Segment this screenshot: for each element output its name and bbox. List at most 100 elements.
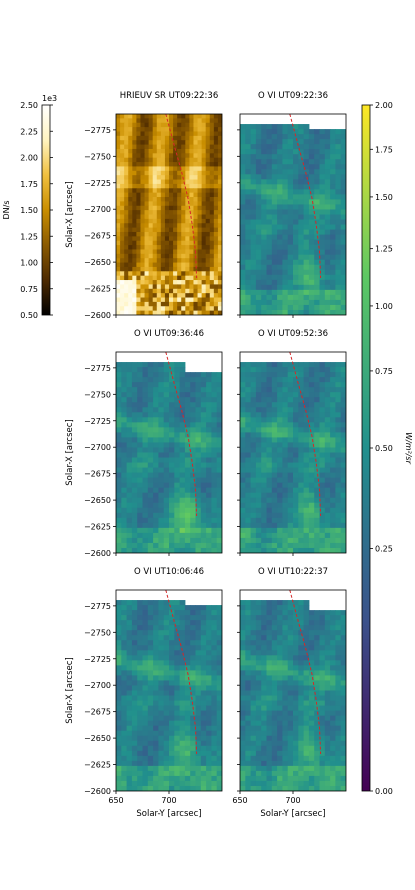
heatmap-cell — [340, 522, 346, 529]
heatmap-cell — [324, 512, 331, 519]
heatmap-cell — [128, 293, 133, 299]
heatmap-cell — [197, 179, 203, 185]
heatmap-cell — [179, 770, 186, 777]
heatmap-cell — [116, 715, 122, 722]
heatmap-cell — [116, 512, 122, 519]
heatmap-cell — [287, 377, 294, 383]
heatmap-cell — [206, 437, 212, 443]
heatmap-cell — [169, 227, 174, 233]
heatmap-cell — [335, 362, 342, 368]
heatmap-cell — [181, 153, 186, 159]
heatmap-cell — [308, 442, 315, 448]
heatmap-cell — [121, 650, 128, 656]
heatmap-cell — [142, 537, 149, 544]
heatmap-cell — [314, 194, 320, 200]
heatmap-cell — [126, 630, 133, 636]
heatmap-cell — [298, 670, 305, 676]
heatmap-cell — [121, 437, 128, 443]
heatmap-cell — [255, 417, 262, 423]
heatmap-cell — [136, 210, 141, 215]
heatmap-cell — [293, 695, 299, 702]
heatmap-cell — [287, 367, 294, 373]
heatmap-cell — [131, 665, 138, 671]
heatmap-cell — [255, 294, 262, 301]
heatmap-cell — [184, 542, 191, 549]
heatmap-cell — [158, 780, 165, 787]
heatmap-cell — [314, 412, 320, 418]
heatmap-cell — [266, 392, 273, 398]
heatmap-cell — [240, 645, 246, 651]
heatmap-cell — [140, 170, 146, 176]
heatmap-cell — [213, 140, 219, 146]
heatmap-cell — [131, 467, 138, 474]
heatmap-cell — [206, 610, 212, 616]
heatmap-cell — [250, 382, 257, 388]
heatmap-cell — [255, 274, 262, 281]
heatmap-cell — [200, 735, 207, 742]
heatmap-cell — [153, 407, 159, 413]
heatmap-cell — [169, 179, 174, 185]
heatmap-cell — [121, 422, 128, 428]
heatmap-cell — [282, 615, 289, 621]
heatmap-cell — [153, 362, 159, 368]
heatmap-cell — [255, 600, 262, 606]
heatmap-cell — [340, 199, 346, 205]
heatmap-cell — [197, 223, 203, 229]
heatmap-cell — [216, 437, 222, 443]
heatmap-cell — [211, 695, 218, 702]
heatmap-cell — [240, 144, 246, 150]
heatmap-cell — [132, 280, 137, 285]
heatmap-cell — [128, 166, 133, 172]
heatmap-cell — [205, 135, 211, 141]
heatmap-cell — [147, 382, 154, 388]
heatmap-cell — [255, 487, 262, 494]
heatmap-cell — [266, 442, 273, 448]
heatmap-cell — [174, 750, 181, 757]
heatmap-cell — [179, 427, 186, 433]
heatmap-cell — [147, 665, 154, 671]
heatmap-cell — [240, 244, 246, 251]
heatmap-cell — [120, 262, 125, 268]
heatmap-cell — [163, 660, 170, 666]
heatmap-cell — [142, 645, 149, 651]
heatmap-cell — [335, 437, 342, 443]
heatmap-cell — [255, 189, 262, 195]
heatmap-cell — [261, 304, 267, 311]
heatmap-cell — [245, 264, 252, 271]
heatmap-cell — [158, 720, 165, 727]
heatmap-cell — [255, 377, 262, 383]
heatmap-cell — [179, 542, 186, 549]
heatmap-cell — [200, 765, 207, 772]
heatmap-cell — [271, 605, 278, 611]
heatmap-cell — [116, 240, 121, 246]
heatmap-cell — [120, 240, 125, 246]
heatmap-cell — [189, 245, 194, 250]
heatmap-cell — [174, 685, 181, 691]
heatmap-cell — [240, 720, 246, 727]
y-tick-label: −2725 — [84, 179, 111, 188]
heatmap-cell — [163, 665, 170, 671]
heatmap-cell — [193, 218, 199, 224]
heatmap-cell — [120, 236, 125, 242]
heatmap-cell — [195, 665, 202, 671]
heatmap-cell — [164, 122, 170, 128]
heatmap-cell — [293, 680, 299, 686]
heatmap-cell — [319, 615, 326, 621]
heatmap-cell — [179, 720, 186, 727]
heatmap-cell — [261, 422, 267, 428]
heatmap-cell — [335, 685, 342, 691]
heatmap-cell — [140, 131, 146, 137]
heatmap-cell — [282, 179, 289, 185]
heatmap-cell — [164, 175, 170, 181]
heatmap-cell — [308, 274, 315, 281]
heatmap-cell — [184, 527, 191, 534]
heatmap-cell — [140, 205, 146, 211]
heatmap-cell — [282, 695, 289, 702]
heatmap-cell — [200, 750, 207, 757]
heatmap-cell — [298, 497, 305, 504]
heatmap-cell — [303, 467, 310, 474]
heatmap-cell — [177, 192, 182, 198]
heatmap-cell — [303, 482, 310, 489]
heatmap-cell — [190, 730, 196, 737]
heatmap-cell — [287, 695, 294, 702]
